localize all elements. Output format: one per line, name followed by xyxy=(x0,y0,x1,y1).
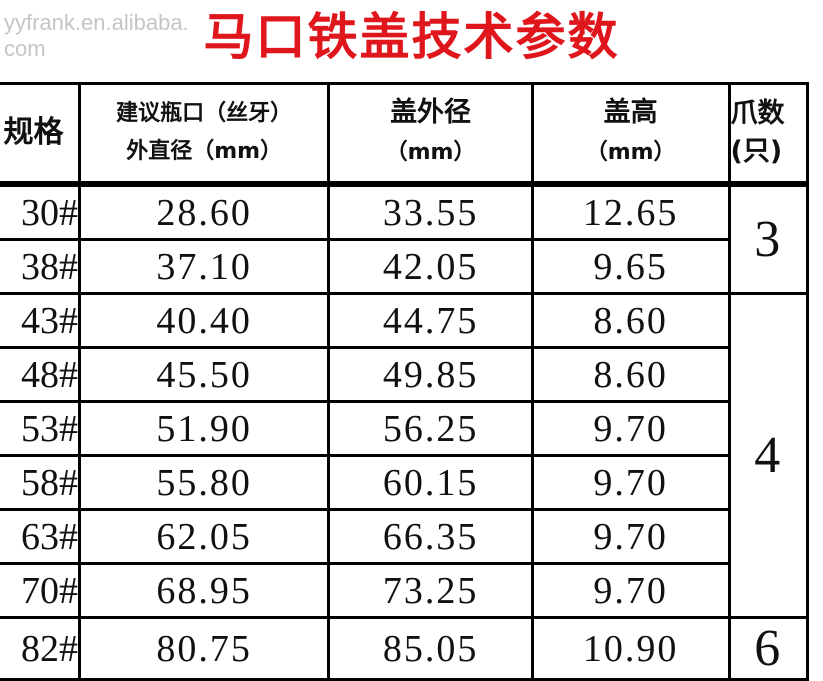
neck-diameter-cell: 51.90 xyxy=(77,400,331,457)
table-row: 48# 45.50 49.85 8.60 xyxy=(0,346,808,403)
table-row: 38# 37.10 42.05 9.65 xyxy=(0,238,808,295)
table-row: 30# 28.60 33.55 12.65 3 xyxy=(0,182,809,295)
table-row: 70# 68.95 73.25 9.70 xyxy=(0,562,808,619)
cap-outer-diameter-cell: 33.55 xyxy=(327,182,534,241)
claw-count-cell: 3 xyxy=(727,182,809,295)
spec-cell: 43# xyxy=(0,292,81,349)
header-claws-line1: 爪数 xyxy=(730,98,785,129)
header-cap-h-line1: 盖高 xyxy=(603,97,658,128)
header-cap-outer-diameter: 盖外径 （mm） xyxy=(327,82,534,187)
cap-height-cell: 10.90 xyxy=(530,616,731,681)
cap-height-cell: 9.65 xyxy=(530,238,731,295)
cap-outer-diameter-cell: 85.05 xyxy=(327,616,534,681)
neck-diameter-cell: 62.05 xyxy=(77,508,331,565)
table-row: 63# 62.05 66.35 9.70 xyxy=(0,508,808,565)
header-neck-diameter: 建议瓶口（丝牙） 外直径（mm） xyxy=(77,82,331,187)
cap-height-cell: 12.65 xyxy=(530,182,731,241)
header-claw-count: 爪数 (只) xyxy=(727,82,809,187)
cap-height-cell: 8.60 xyxy=(530,292,731,349)
table-row: 58# 55.80 60.15 9.70 xyxy=(0,454,808,511)
cap-outer-diameter-cell: 60.15 xyxy=(327,454,534,511)
spec-cell: 63# xyxy=(0,508,81,565)
cap-height-cell: 8.60 xyxy=(530,346,731,403)
cap-outer-diameter-cell: 56.25 xyxy=(327,400,534,457)
table-row: 43# 40.40 44.75 8.60 4 xyxy=(0,292,809,619)
cap-height-cell: 9.70 xyxy=(530,454,731,511)
header-cap-height: 盖高 （mm） xyxy=(530,82,731,187)
spec-cell: 70# xyxy=(0,562,81,619)
header-cap-od-line1: 盖外径 xyxy=(390,97,472,128)
header-spec-label: 规格 xyxy=(3,115,64,150)
watermark: yyfrank.en.alibaba.com xyxy=(4,10,189,61)
table-row: 82# 80.75 85.05 10.90 6 xyxy=(0,616,809,681)
table-header-row: 规格 建议瓶口（丝牙） 外直径（mm） 盖外径 （mm） 盖高 （mm） 爪数 (只) xyxy=(0,82,809,187)
neck-diameter-cell: 55.80 xyxy=(77,454,331,511)
cap-outer-diameter-cell: 66.35 xyxy=(327,508,534,565)
spec-cell: 30# xyxy=(0,182,81,241)
spec-cell: 48# xyxy=(0,346,81,403)
neck-diameter-cell: 40.40 xyxy=(77,292,331,349)
cap-outer-diameter-cell: 49.85 xyxy=(327,346,534,403)
header-claws-line2: (只) xyxy=(730,136,783,167)
neck-diameter-cell: 37.10 xyxy=(77,238,331,295)
spec-cell: 53# xyxy=(0,400,81,457)
neck-diameter-cell: 45.50 xyxy=(77,346,331,403)
cap-outer-diameter-cell: 42.05 xyxy=(327,238,534,295)
neck-diameter-cell: 28.60 xyxy=(77,182,331,241)
header-neck-line1: 建议瓶口（丝牙） xyxy=(116,101,293,126)
cap-outer-diameter-cell: 73.25 xyxy=(327,562,534,619)
page-title: 马口铁盖技术参数 xyxy=(203,8,620,66)
header-spec: 规格 xyxy=(0,82,81,187)
cap-height-cell: 9.70 xyxy=(530,562,731,619)
cap-outer-diameter-cell: 44.75 xyxy=(327,292,534,349)
claw-count-cell: 6 xyxy=(727,616,809,681)
header-cap-od-line2: （mm） xyxy=(385,140,476,165)
header-cap-h-line2: （mm） xyxy=(585,140,676,165)
spec-cell: 38# xyxy=(0,238,81,295)
spec-table: 规格 建议瓶口（丝牙） 外直径（mm） 盖外径 （mm） 盖高 （mm） 爪数 (只) … xyxy=(0,82,809,681)
cap-height-cell: 9.70 xyxy=(530,508,731,565)
neck-diameter-cell: 68.95 xyxy=(77,562,331,619)
cap-height-cell: 9.70 xyxy=(530,400,731,457)
header-neck-line2: 外直径（mm） xyxy=(126,139,283,164)
neck-diameter-cell: 80.75 xyxy=(77,616,331,681)
claw-count-cell: 4 xyxy=(727,292,809,619)
table-row: 53# 51.90 56.25 9.70 xyxy=(0,400,808,457)
spec-cell: 58# xyxy=(0,454,81,511)
spec-cell: 82# xyxy=(0,616,81,681)
